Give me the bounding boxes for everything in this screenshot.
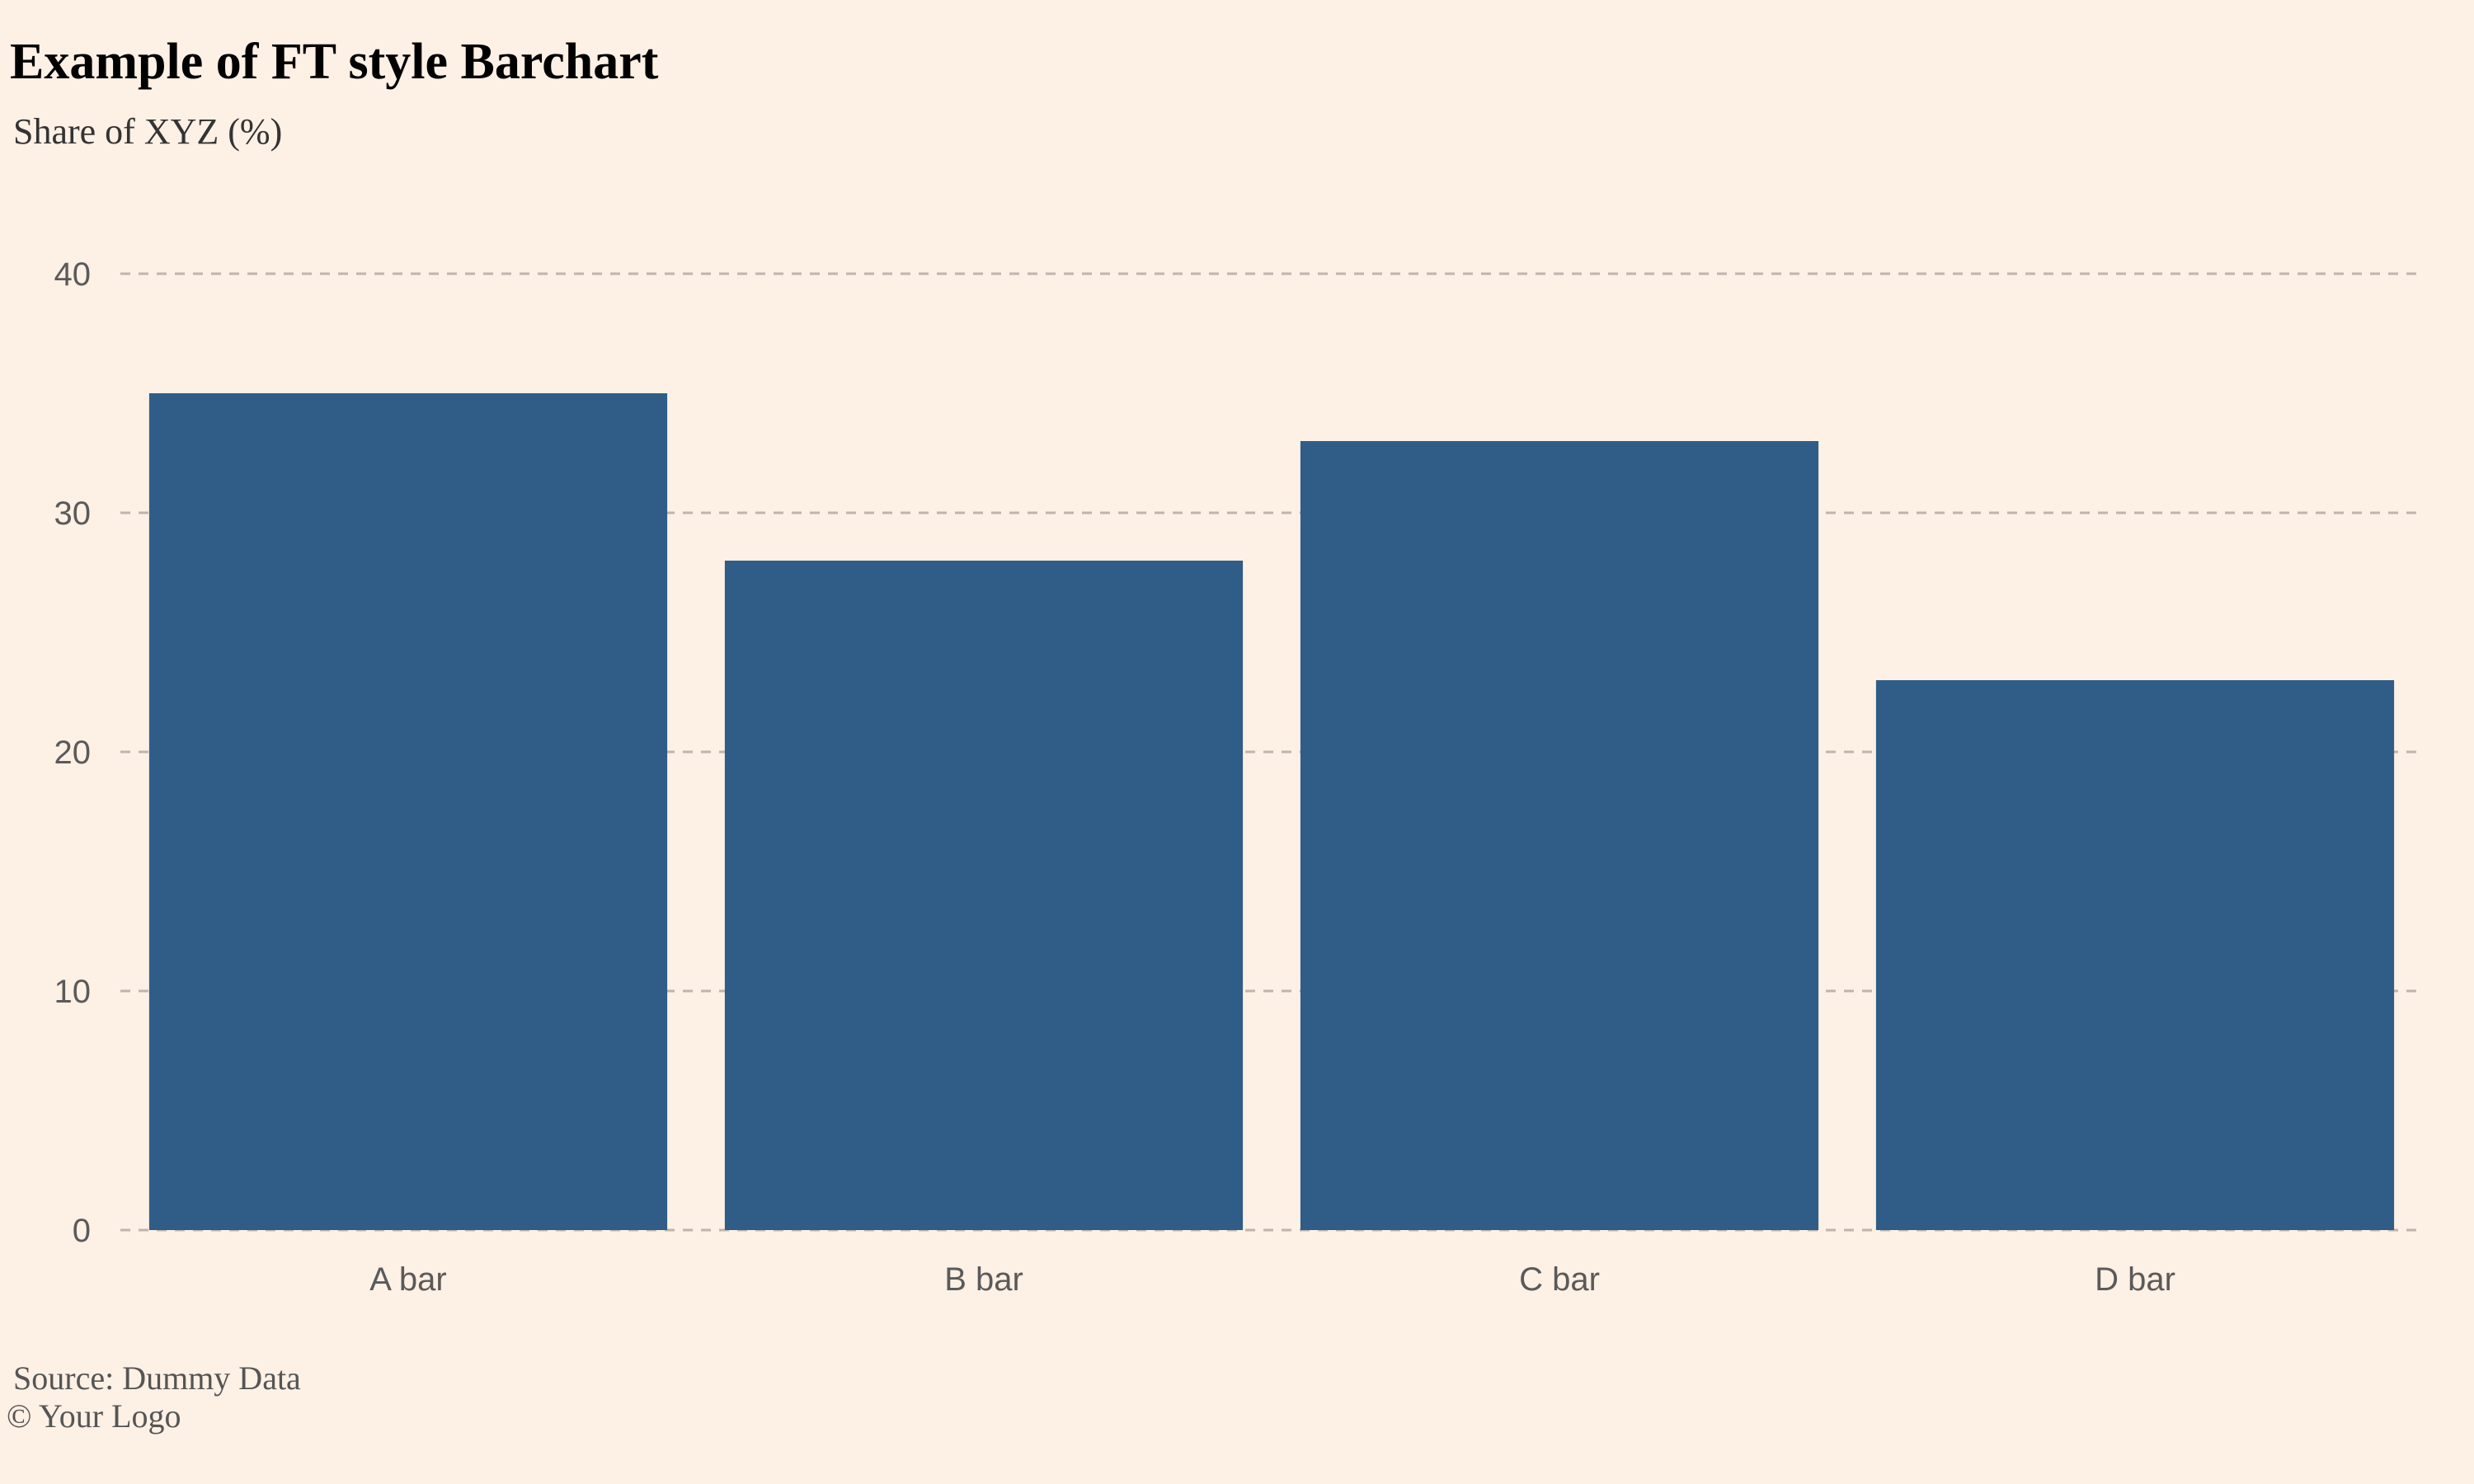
bar-d-bar [1875,680,2395,1230]
x-tick-label: C bar [1519,1261,1600,1298]
y-tick-label: 40 [54,256,92,293]
x-axis-ticks: A bar B bar C bar D bar [369,1261,2175,1298]
bar-a-bar [148,393,668,1230]
chart-subtitle: Share of XYZ (%) [13,111,283,152]
bar-b-bar [724,561,1244,1230]
x-tick-label: A bar [369,1261,446,1298]
bar-c-bar [1300,441,1819,1230]
y-tick-label: 0 [73,1213,91,1249]
bar-layer [148,393,2395,1230]
y-tick-label: 30 [54,495,92,532]
chart-title: Example of FT style Barchart [10,34,659,90]
logo-credit: © Your Logo [7,1397,181,1435]
y-tick-label: 10 [54,974,92,1010]
y-tick-label: 20 [54,735,92,771]
source-caption: Source: Dummy Data [13,1360,301,1397]
x-tick-label: B bar [944,1261,1023,1298]
x-tick-label: D bar [2095,1261,2175,1298]
y-axis-ticks: 0 10 20 30 40 [54,256,92,1249]
